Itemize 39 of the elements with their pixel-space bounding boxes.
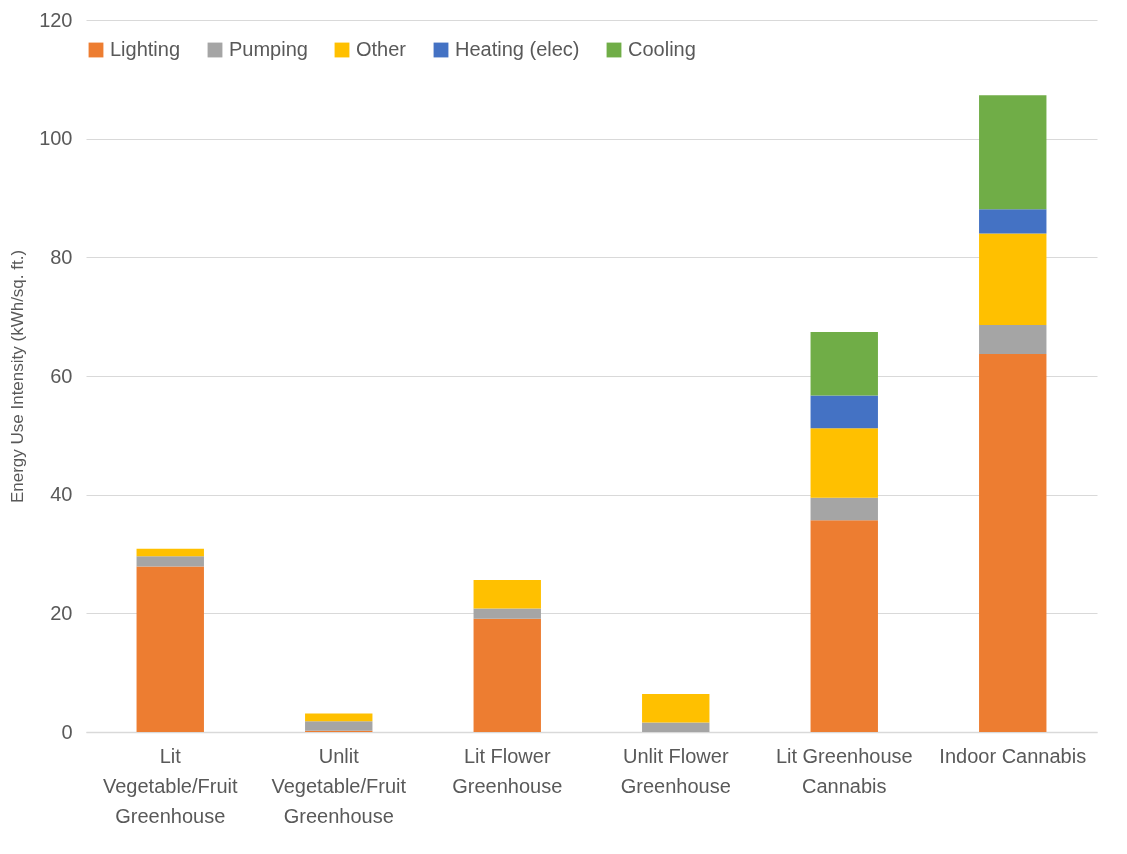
x-tick-label: Unlit Vegetable/Fruit Greenhouse xyxy=(271,744,407,827)
legend-label: Heating (elec) xyxy=(455,38,580,60)
bar xyxy=(305,721,373,731)
bar xyxy=(810,332,878,396)
bar xyxy=(473,618,541,732)
y-tick-label: 120 xyxy=(39,8,73,31)
legend-label: Pumping xyxy=(229,38,308,60)
x-tick-label: Lit Vegetable/Fruit Greenhouse xyxy=(102,744,238,827)
bar xyxy=(136,556,204,567)
y-axis-title: Energy Use Intensity (kWh/sq. ft.) xyxy=(8,249,28,504)
y-tick-label: 20 xyxy=(50,601,73,624)
bar xyxy=(979,95,1047,210)
bar xyxy=(979,209,1047,234)
bar xyxy=(642,694,710,723)
bar xyxy=(305,713,373,722)
bar xyxy=(810,395,878,429)
y-tick-label: 0 xyxy=(61,720,73,743)
bar xyxy=(136,548,204,557)
legend-label: Cooling xyxy=(628,38,696,60)
bar xyxy=(979,324,1047,355)
y-tick-label: 100 xyxy=(39,127,73,150)
x-tick-label: Unlit Flower Greenhouse xyxy=(620,744,731,797)
bar xyxy=(473,580,541,609)
bar xyxy=(979,233,1047,325)
legend-label: Other xyxy=(356,38,407,60)
bar xyxy=(136,566,204,732)
bar xyxy=(810,428,878,498)
legend-label: Lighting xyxy=(110,38,181,60)
bar xyxy=(473,608,541,619)
y-tick-label: 40 xyxy=(50,483,73,506)
x-tick-label: Lit Greenhouse Cannabis xyxy=(775,744,913,797)
x-tick-label: Lit Flower Greenhouse xyxy=(452,744,563,797)
y-tick-label: 60 xyxy=(50,364,73,387)
y-tick-label: 80 xyxy=(50,245,73,268)
bar xyxy=(979,354,1047,732)
bar xyxy=(642,722,710,732)
bar xyxy=(810,497,878,521)
bar xyxy=(810,520,878,732)
x-tick-label: Indoor Cannabis xyxy=(939,744,1087,767)
